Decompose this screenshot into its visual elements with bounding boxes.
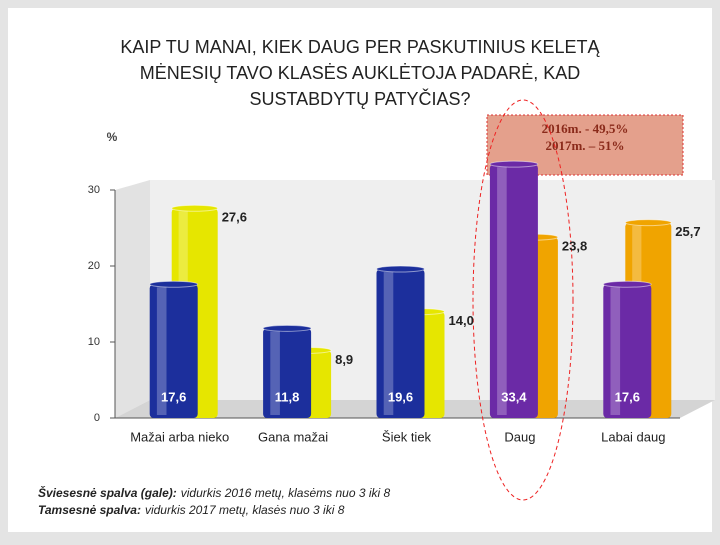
callout-box [486,114,684,176]
value-label: 19,6 [388,389,413,404]
highlight-ellipse [472,99,574,501]
bar-shine [156,287,167,415]
value-label: 8,9 [335,352,353,367]
bar-top [376,265,425,273]
y-axis-label: % [107,130,118,144]
bar [603,284,652,418]
note-text: vidurkis 2016 metų, klasėms nuo 3 iki 8 [181,486,391,500]
value-label: 25,7 [675,224,700,239]
bar-shine [497,167,507,415]
note: Šviesesnė spalva (gale): vidurkis 2016 me… [38,485,391,500]
value-label: 23,8 [562,239,587,254]
value-label: 14,0 [449,313,474,328]
x-tick-label: Šiek tiek [382,429,432,444]
x-tick-label: Mažai arba nieko [130,429,229,444]
y-tick-label: 10 [88,336,100,348]
bar [149,284,198,418]
side-wall [115,180,150,418]
y-tick-label: 0 [94,412,100,424]
callout-line: 2017m. – 51% [545,138,624,153]
y-tick-label: 20 [88,260,100,272]
bar-top [602,280,652,288]
note-text: vidurkis 2017 metų, klasės nuo 3 iki 8 [145,503,345,517]
bar [376,269,425,418]
bar-top [262,324,312,332]
value-label: 11,8 [275,389,300,404]
note-lead: Tamsesnė spalva: [38,503,141,517]
callout-line: 2016m. - 49,5% [542,121,629,136]
bar-shine [270,331,280,415]
value-label: 27,6 [222,210,247,225]
y-tick-label: 30 [88,184,100,196]
note-lead: Šviesesnė spalva (gale): [38,485,177,500]
bar-top [624,219,672,227]
bar-shine [610,287,621,415]
bar [489,164,538,418]
note: Tamsesnė spalva: vidurkis 2017 metų, klas… [38,503,345,517]
value-label: 33,4 [501,389,527,404]
x-tick-label: Gana mažai [258,429,328,444]
value-label: 17,6 [615,389,640,404]
bar-shine [383,272,394,415]
x-tick-label: Labai daug [601,429,665,444]
bar [263,328,312,418]
bar-top [489,160,539,168]
bar-top [171,204,219,212]
x-tick-label: Daug [504,429,535,444]
chart-title: KAIP TU MANAI, KIEK DAUG PER PASKUTINIUS… [120,37,600,109]
value-label: 17,6 [161,389,186,404]
bar-top [149,280,199,288]
